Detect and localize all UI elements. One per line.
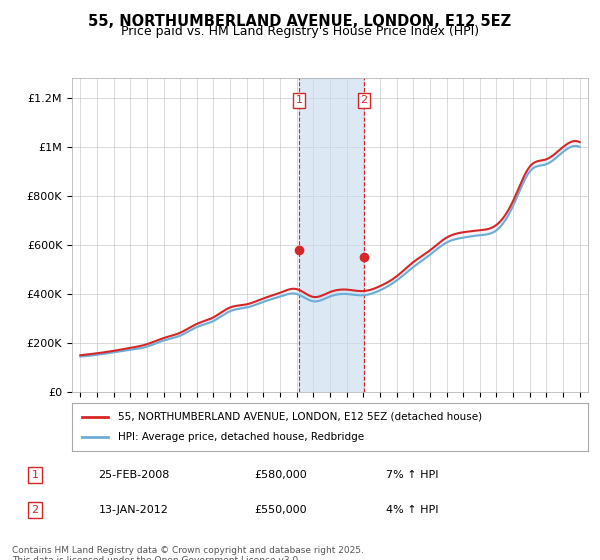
Text: Price paid vs. HM Land Registry's House Price Index (HPI): Price paid vs. HM Land Registry's House … xyxy=(121,25,479,38)
Text: 13-JAN-2012: 13-JAN-2012 xyxy=(98,505,168,515)
Text: 7% ↑ HPI: 7% ↑ HPI xyxy=(386,470,439,480)
Text: £550,000: £550,000 xyxy=(254,505,307,515)
Text: 1: 1 xyxy=(32,470,38,480)
Text: HPI: Average price, detached house, Redbridge: HPI: Average price, detached house, Redb… xyxy=(118,432,365,442)
Bar xyxy=(299,78,364,392)
Text: 55, NORTHUMBERLAND AVENUE, LONDON, E12 5EZ (detached house): 55, NORTHUMBERLAND AVENUE, LONDON, E12 5… xyxy=(118,412,482,422)
Text: 55, NORTHUMBERLAND AVENUE, LONDON, E12 5EZ: 55, NORTHUMBERLAND AVENUE, LONDON, E12 5… xyxy=(88,14,512,29)
Text: 4% ↑ HPI: 4% ↑ HPI xyxy=(386,505,439,515)
Text: 2: 2 xyxy=(31,505,38,515)
Text: 1: 1 xyxy=(295,95,302,105)
Text: Contains HM Land Registry data © Crown copyright and database right 2025.
This d: Contains HM Land Registry data © Crown c… xyxy=(12,546,364,560)
Text: 2: 2 xyxy=(361,95,368,105)
Text: 25-FEB-2008: 25-FEB-2008 xyxy=(98,470,170,480)
Text: £580,000: £580,000 xyxy=(254,470,307,480)
